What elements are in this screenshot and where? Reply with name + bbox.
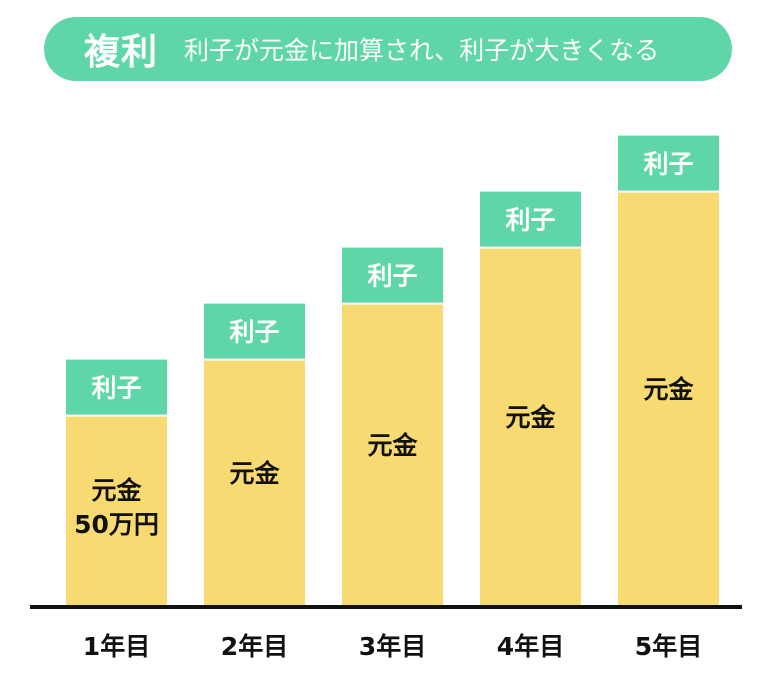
bar-divider bbox=[204, 358, 305, 361]
principal-label: 元金 bbox=[91, 476, 142, 505]
x-tick-label: 1年目 bbox=[83, 632, 150, 661]
x-tick-label: 5年目 bbox=[635, 632, 702, 661]
interest-label: 利子 bbox=[91, 374, 141, 403]
x-tick-label: 2年目 bbox=[221, 632, 288, 661]
interest-bar bbox=[204, 303, 305, 360]
bar-divider bbox=[66, 414, 167, 417]
x-tick-label: 4年目 bbox=[497, 632, 564, 661]
principal-bar bbox=[480, 247, 581, 606]
interest-label: 利子 bbox=[643, 150, 693, 179]
principal-label: 元金 bbox=[367, 431, 418, 460]
bar-divider bbox=[342, 302, 443, 305]
title-banner: 複利 利子が元金に加算され、利子が大きくなる bbox=[44, 17, 732, 81]
interest-label: 利子 bbox=[505, 206, 555, 235]
principal-label: 元金 bbox=[229, 459, 280, 488]
principal-bar bbox=[618, 191, 719, 606]
principal-bar bbox=[66, 415, 167, 606]
interest-bar bbox=[66, 359, 167, 416]
principal-bar bbox=[204, 359, 305, 606]
interest-bar bbox=[342, 247, 443, 304]
interest-label: 利子 bbox=[367, 262, 417, 291]
principal-bar bbox=[342, 303, 443, 606]
x-tick-label: 3年目 bbox=[359, 632, 426, 661]
x-axis-baseline bbox=[30, 605, 742, 609]
interest-bar bbox=[618, 135, 719, 192]
chart-subtitle: 利子が元金に加算され、利子が大きくなる bbox=[184, 36, 660, 65]
principal-label: 元金 bbox=[505, 403, 556, 432]
principal-label: 元金 bbox=[643, 375, 694, 404]
bar-divider bbox=[618, 190, 719, 193]
chart-title: 複利 bbox=[84, 32, 159, 73]
interest-label: 利子 bbox=[229, 318, 279, 347]
principal-label: 50万円 bbox=[74, 510, 159, 539]
interest-bar bbox=[480, 191, 581, 248]
bar-divider bbox=[480, 246, 581, 249]
